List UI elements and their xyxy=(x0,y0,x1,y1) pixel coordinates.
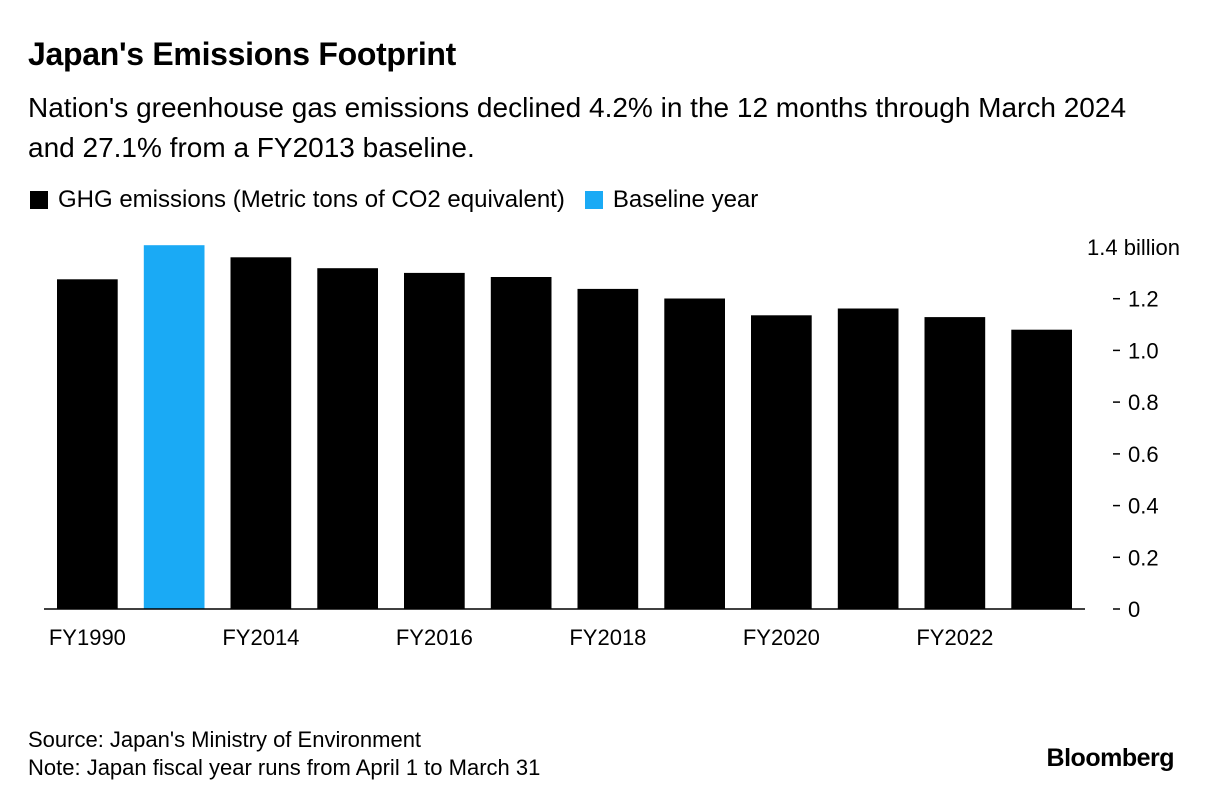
bar-fy2017 xyxy=(490,277,552,609)
footer: Source: Japan's Ministry of Environment … xyxy=(28,726,540,782)
bloomberg-logo: Bloomberg xyxy=(1046,744,1175,772)
legend-swatch-ghg xyxy=(30,191,48,209)
bar-fy2014 xyxy=(230,257,292,609)
legend-swatch-baseline xyxy=(584,191,603,209)
x-tick-label: FY2018 xyxy=(569,625,646,650)
bar-fy2015 xyxy=(317,268,378,609)
fiscal-year-note: Note: Japan fiscal year runs from April … xyxy=(28,755,541,780)
y-tick-label: 1.4 billion xyxy=(1087,235,1180,260)
source-note: Source: Japan's Ministry of Environment xyxy=(28,727,422,752)
bar-fy2019 xyxy=(664,298,725,609)
y-tick-label: 1.0 xyxy=(1128,338,1159,363)
legend-item-baseline: Baseline year xyxy=(584,186,759,214)
x-tick-label: FY2016 xyxy=(396,625,473,650)
bar-fy2013 xyxy=(143,245,205,609)
y-tick-label: 0.2 xyxy=(1128,545,1159,570)
y-tick-label: 0.6 xyxy=(1128,442,1159,467)
bar-fy2022 xyxy=(924,317,986,609)
bar-chart: FY1990 FY2014 FY2016 FY2018 FY2020 FY2022 0 0.2… xyxy=(44,235,1180,650)
x-tick-label: FY1990 xyxy=(49,625,126,650)
legend-item-ghg: GHG emissions (Metric tons of CO2 equiva… xyxy=(30,186,565,214)
y-tick-label: 1.2 xyxy=(1128,287,1159,312)
bar-fy2023 xyxy=(1011,329,1072,609)
bar-fy1990 xyxy=(57,279,118,609)
y-tick-label: 0.8 xyxy=(1128,390,1159,415)
bar-fy2018 xyxy=(577,288,639,609)
legend: GHG emissions (Metric tons of CO2 equiva… xyxy=(30,186,778,214)
chart-title: Japan's Emissions Footprint xyxy=(28,36,457,72)
x-tick-label: FY2020 xyxy=(743,625,820,650)
legend-label-baseline: Baseline year xyxy=(612,186,759,213)
legend-label-ghg: GHG emissions (Metric tons of CO2 equiva… xyxy=(58,186,565,213)
y-tick-label: 0.4 xyxy=(1128,494,1159,519)
y-tick-label: 0 xyxy=(1128,597,1140,622)
bar-fy2016 xyxy=(404,272,465,609)
chart-subtitle: Nation's greenhouse gas emissions declin… xyxy=(28,92,1127,163)
x-tick-label: FY2022 xyxy=(916,625,993,650)
bar-fy2020 xyxy=(751,315,812,609)
bar-fy2021 xyxy=(837,308,899,609)
x-tick-label: FY2014 xyxy=(222,625,299,650)
